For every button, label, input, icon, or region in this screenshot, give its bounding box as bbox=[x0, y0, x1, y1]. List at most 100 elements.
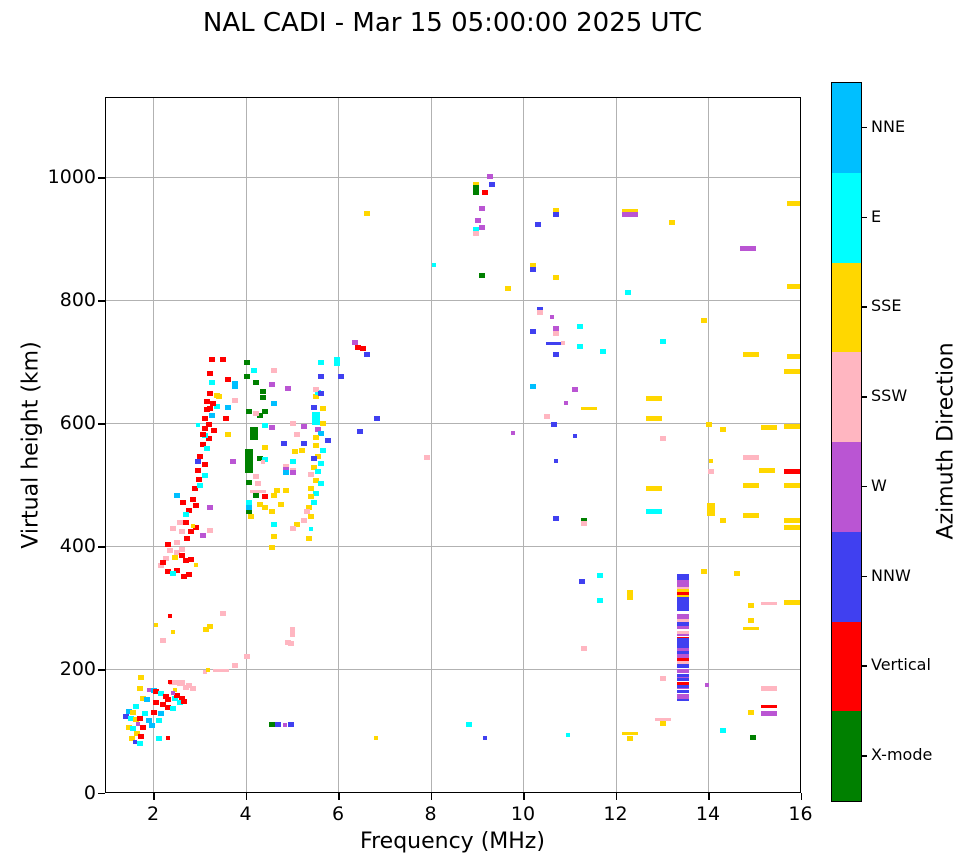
data-point bbox=[742, 512, 759, 518]
data-point bbox=[504, 286, 511, 292]
data-point bbox=[563, 401, 568, 406]
data-point bbox=[747, 602, 754, 608]
data-point bbox=[278, 501, 285, 507]
strip-band bbox=[676, 614, 690, 620]
data-point bbox=[654, 718, 671, 722]
strip-band bbox=[676, 579, 690, 587]
y-tick-label: 800 bbox=[59, 289, 96, 312]
data-point bbox=[530, 262, 537, 268]
data-point bbox=[133, 730, 140, 736]
data-point bbox=[742, 454, 759, 460]
data-point bbox=[482, 736, 487, 741]
colorbar-label-nne: NNE bbox=[871, 116, 906, 136]
data-point bbox=[627, 589, 634, 595]
data-point bbox=[144, 697, 151, 703]
colorbar-label-ssw: SSW bbox=[871, 386, 908, 406]
data-point bbox=[244, 448, 253, 462]
data-point bbox=[576, 344, 583, 350]
data-point bbox=[243, 654, 250, 660]
data-point bbox=[215, 394, 222, 399]
data-point bbox=[282, 470, 289, 476]
data-point bbox=[551, 421, 558, 427]
data-point bbox=[269, 381, 275, 387]
colorbar-label-nnw: NNW bbox=[871, 565, 911, 585]
data-point bbox=[201, 461, 208, 467]
data-point bbox=[549, 315, 554, 320]
data-point bbox=[245, 409, 252, 415]
colorbar-segment-nne bbox=[832, 83, 861, 173]
data-point bbox=[202, 627, 209, 633]
data-point bbox=[317, 430, 324, 436]
data-point bbox=[201, 472, 208, 478]
data-point bbox=[761, 705, 778, 709]
colorbar-tick bbox=[861, 485, 867, 488]
data-point bbox=[285, 639, 292, 645]
data-point bbox=[155, 736, 162, 742]
data-point bbox=[704, 682, 709, 687]
data-point bbox=[315, 454, 322, 460]
data-point bbox=[761, 424, 778, 430]
data-point bbox=[747, 618, 754, 623]
data-point bbox=[171, 695, 178, 701]
data-point bbox=[553, 211, 560, 217]
data-point bbox=[257, 412, 264, 418]
x-tick-mark bbox=[153, 792, 155, 800]
data-point bbox=[271, 492, 278, 498]
data-point bbox=[172, 688, 177, 693]
gridline-x-12 bbox=[615, 98, 617, 792]
data-point bbox=[170, 691, 175, 696]
data-point bbox=[222, 415, 229, 421]
data-point bbox=[252, 492, 259, 498]
data-point bbox=[287, 722, 294, 728]
data-point bbox=[176, 699, 183, 705]
data-point bbox=[544, 413, 551, 419]
strip-band bbox=[676, 668, 690, 674]
data-point bbox=[174, 539, 181, 545]
data-point bbox=[282, 487, 289, 493]
data-point bbox=[262, 457, 268, 463]
data-point bbox=[310, 464, 317, 470]
data-point bbox=[308, 486, 315, 492]
data-point bbox=[132, 717, 139, 723]
data-point bbox=[181, 698, 188, 704]
strip-band bbox=[676, 638, 690, 649]
colorbar-segment-vertical bbox=[832, 621, 861, 712]
y-tick-label: 600 bbox=[59, 412, 96, 435]
data-point bbox=[719, 518, 726, 524]
strip-band bbox=[676, 573, 690, 580]
gridline-x-8 bbox=[430, 98, 432, 792]
data-point bbox=[553, 330, 560, 336]
data-point bbox=[627, 735, 634, 741]
x-tick-mark bbox=[523, 792, 525, 800]
strip-band bbox=[676, 673, 690, 677]
data-point bbox=[155, 718, 162, 724]
data-point bbox=[622, 212, 639, 218]
colorbar-segment-w bbox=[832, 442, 861, 532]
data-point bbox=[201, 426, 208, 431]
data-point bbox=[740, 246, 757, 252]
data-point bbox=[275, 722, 281, 728]
data-point bbox=[312, 478, 319, 484]
data-point bbox=[206, 505, 213, 511]
data-point bbox=[356, 429, 363, 435]
strip-band bbox=[676, 594, 690, 598]
data-point bbox=[784, 368, 800, 374]
data-point bbox=[701, 318, 708, 324]
data-point bbox=[645, 416, 662, 422]
data-point bbox=[363, 210, 370, 216]
data-point bbox=[138, 675, 145, 681]
y-tick-mark bbox=[97, 546, 105, 548]
data-point bbox=[554, 459, 559, 464]
data-point bbox=[181, 574, 188, 580]
data-point bbox=[182, 520, 189, 526]
data-point bbox=[312, 443, 319, 449]
colorbar-segment-nnw bbox=[832, 531, 861, 622]
data-point bbox=[232, 663, 238, 668]
data-point bbox=[488, 182, 495, 188]
data-point bbox=[289, 421, 296, 427]
gridline-y-200 bbox=[105, 669, 800, 671]
data-point bbox=[566, 733, 570, 737]
data-point bbox=[125, 709, 132, 715]
data-point bbox=[260, 460, 265, 465]
data-point bbox=[669, 219, 675, 225]
